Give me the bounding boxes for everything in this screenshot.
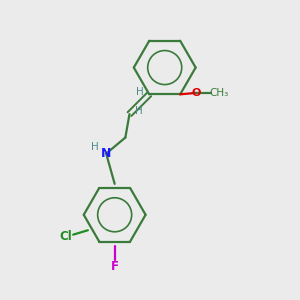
Text: Cl: Cl — [59, 230, 72, 243]
Text: F: F — [111, 260, 119, 273]
Text: H: H — [135, 106, 143, 116]
Text: O: O — [192, 88, 201, 98]
Text: H: H — [91, 142, 99, 152]
Text: CH₃: CH₃ — [209, 88, 229, 98]
Text: H: H — [136, 87, 144, 97]
Text: N: N — [101, 147, 111, 160]
